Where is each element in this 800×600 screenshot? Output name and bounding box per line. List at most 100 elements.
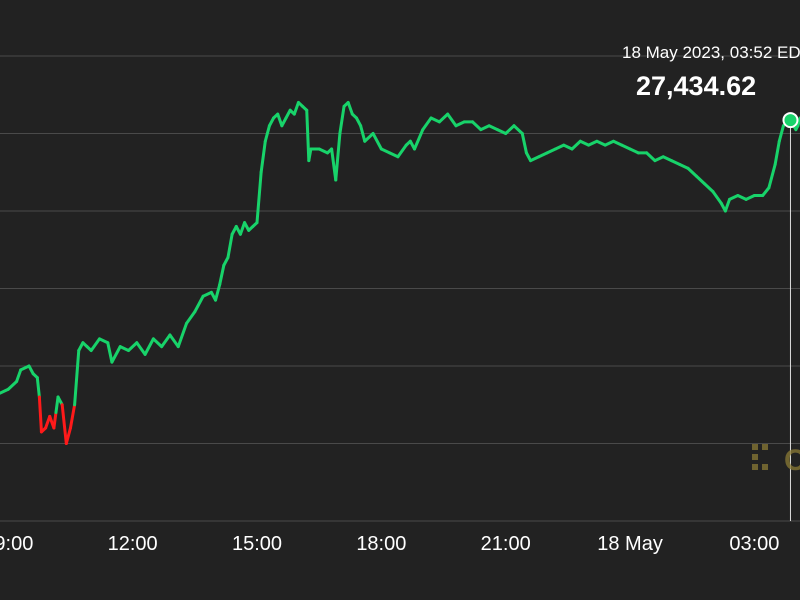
price-line bbox=[0, 101, 800, 445]
line-segment-up bbox=[334, 132, 342, 182]
line-segment-up bbox=[276, 112, 284, 128]
line-segment-up bbox=[479, 124, 491, 132]
line-segment-up bbox=[346, 101, 354, 116]
highlight-point[interactable] bbox=[782, 112, 799, 129]
line-segment-up bbox=[317, 147, 329, 155]
line-segment-down bbox=[52, 411, 58, 430]
line-segment-up bbox=[504, 124, 516, 135]
logo-square bbox=[762, 444, 768, 450]
line-segment-up bbox=[176, 321, 189, 349]
line-segment-up bbox=[0, 387, 10, 395]
line-segment-up bbox=[118, 345, 130, 352]
line-segment-up bbox=[645, 151, 657, 163]
logo-square bbox=[752, 464, 758, 470]
line-segment-up bbox=[214, 283, 222, 302]
line-segment-up bbox=[218, 263, 226, 287]
line-segment-up bbox=[703, 182, 715, 194]
line-segment-up bbox=[437, 112, 450, 124]
line-segment-up bbox=[19, 364, 31, 372]
line-segment-up bbox=[686, 166, 698, 178]
logo-square bbox=[762, 464, 768, 470]
line-segment-up bbox=[226, 232, 234, 259]
line-segment-up bbox=[446, 112, 458, 128]
line-segment-up bbox=[263, 124, 271, 143]
x-tick-label: 18 May bbox=[597, 533, 663, 555]
line-segment-up bbox=[744, 194, 756, 201]
line-segment-up bbox=[193, 294, 205, 314]
line-segment-up bbox=[653, 155, 665, 163]
line-segment-up bbox=[761, 186, 771, 197]
tooltip-time: 18 May 2023, 03:52 EDT bbox=[622, 43, 800, 62]
line-segment-up bbox=[661, 155, 674, 163]
line-segment-up bbox=[54, 395, 60, 414]
line-segment-up bbox=[728, 194, 740, 201]
line-segment-up bbox=[529, 155, 541, 163]
line-segment-up bbox=[773, 139, 781, 166]
line-segment-up bbox=[736, 194, 748, 201]
line-segment-up bbox=[587, 139, 599, 147]
line-segment-up bbox=[201, 290, 213, 298]
line-segment-up bbox=[388, 151, 400, 159]
line-segment-up bbox=[305, 108, 311, 163]
line-segment-up bbox=[537, 151, 549, 159]
line-segment-up bbox=[238, 221, 247, 236]
line-segment-up bbox=[578, 139, 591, 147]
line-segment-up bbox=[135, 341, 147, 356]
x-axis-tick-labels: 09:00 12:00 15:00 18:00 21:00 18 May 03:00 bbox=[0, 533, 779, 555]
line-segment-up bbox=[73, 349, 81, 407]
line-segment-up bbox=[520, 132, 528, 155]
line-segment-up bbox=[363, 132, 375, 143]
line-segment-up bbox=[545, 147, 557, 155]
line-segment-up bbox=[15, 368, 23, 383]
line-segment-up bbox=[767, 163, 777, 190]
line-segment-down bbox=[37, 395, 43, 434]
line-segment-up bbox=[371, 132, 383, 151]
line-segment-up bbox=[620, 143, 632, 151]
line-segment-up bbox=[359, 124, 367, 143]
line-segment-up bbox=[454, 120, 466, 128]
x-tick-label: 21:00 bbox=[481, 533, 531, 555]
line-segment-up bbox=[168, 333, 180, 349]
line-segment-up bbox=[603, 139, 615, 147]
x-tick-label: 12:00 bbox=[108, 533, 158, 555]
logo-square bbox=[752, 444, 758, 450]
x-tick-label: 03:00 bbox=[729, 533, 779, 555]
line-segment-up bbox=[471, 120, 483, 132]
x-tick-label: 18:00 bbox=[356, 533, 406, 555]
line-segment-up bbox=[694, 174, 707, 186]
line-segment-up bbox=[512, 124, 524, 135]
line-segment-up bbox=[723, 197, 732, 213]
logo-square bbox=[752, 454, 758, 460]
line-segment-up bbox=[429, 116, 441, 124]
line-segment-down bbox=[60, 403, 68, 445]
line-segment-up bbox=[562, 143, 574, 151]
line-segment-up bbox=[259, 139, 267, 174]
line-segment-up bbox=[670, 159, 682, 166]
line-segment-up bbox=[611, 139, 624, 147]
line-segment-up bbox=[126, 341, 139, 352]
x-tick-label: 15:00 bbox=[232, 533, 282, 555]
line-segment-up bbox=[97, 337, 110, 345]
watermark-text: C bbox=[784, 444, 800, 477]
line-segment-up bbox=[421, 116, 433, 132]
line-segment-up bbox=[495, 128, 508, 135]
line-segment-up bbox=[89, 337, 101, 352]
line-segment-up bbox=[628, 147, 640, 155]
line-segment-up bbox=[143, 337, 155, 356]
line-segment-up bbox=[292, 101, 300, 116]
line-segment-up bbox=[110, 345, 122, 364]
line-segment-up bbox=[678, 163, 690, 170]
line-segment-down bbox=[64, 426, 72, 445]
line-segment-up bbox=[307, 147, 313, 163]
line-segment-up bbox=[255, 170, 263, 225]
line-segment-up bbox=[106, 341, 114, 364]
x-tick-label: 09:00 bbox=[0, 533, 33, 555]
line-segment-up bbox=[711, 190, 723, 205]
line-segment-up bbox=[553, 143, 566, 151]
line-segment-up bbox=[6, 380, 19, 391]
line-segment-up bbox=[413, 128, 425, 151]
line-segment-up bbox=[185, 310, 197, 325]
watermark-logo: C bbox=[752, 444, 800, 477]
line-segment-up bbox=[151, 337, 164, 349]
line-segment-up bbox=[379, 147, 392, 155]
